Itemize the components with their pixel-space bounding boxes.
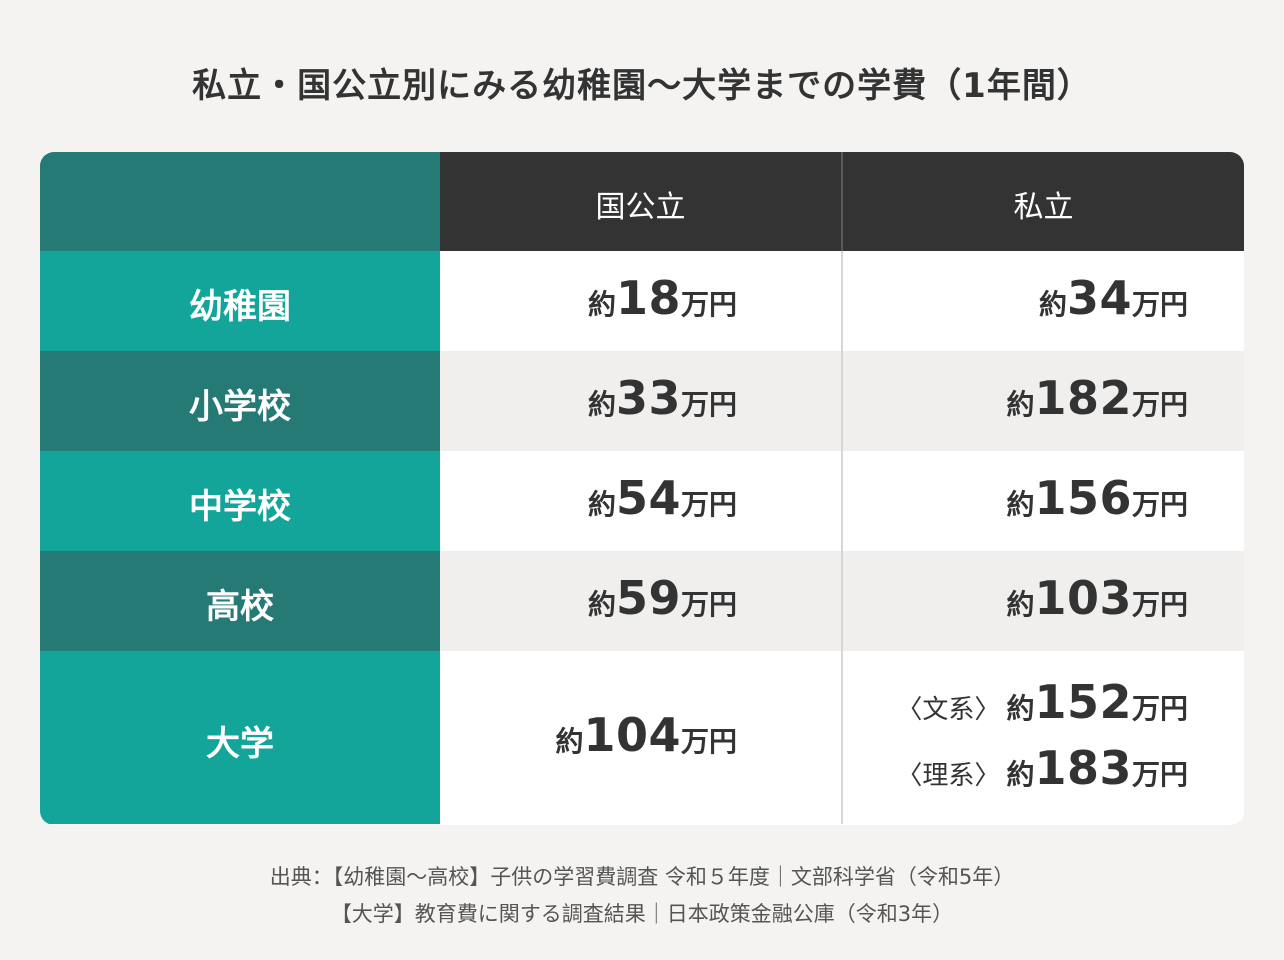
approx-prefix: 約 <box>587 388 616 421</box>
row-label-cell: 大学 <box>40 651 440 824</box>
header-national-public: 国公立 <box>440 152 841 251</box>
approx-prefix: 約 <box>1006 692 1035 725</box>
value-number: 182 <box>1034 371 1132 425</box>
value-number: 59 <box>615 571 681 625</box>
unit-label: 万円 <box>1131 288 1188 321</box>
source-line-2: 【大学】教育費に関する調査結果｜日本政策金融公庫（令和3年） <box>330 902 954 926</box>
value-number: 152 <box>1034 675 1132 729</box>
value-number: 33 <box>615 371 681 425</box>
unit-label: 万円 <box>1131 488 1188 521</box>
table-row: 幼稚園 約18万円 約34万円 <box>40 251 1244 351</box>
unit-label: 万円 <box>1131 388 1188 421</box>
value-number: 34 <box>1066 271 1132 325</box>
national-public-cell: 約104万円 <box>440 651 841 824</box>
source-line-1: 出典：【幼稚園〜高校】子供の学習費調査 令和５年度｜文部科学省（令和5年） <box>269 865 1015 889</box>
chart-title: 私立・国公立別にみる幼稚園〜大学までの学費（1年間） <box>192 66 1092 106</box>
unit-label: 万円 <box>680 488 737 521</box>
private-value: 〈理系〉 約183万円 <box>896 741 1188 795</box>
national-public-value: 約54万円 <box>588 471 737 525</box>
private-value: 約156万円 <box>1006 471 1188 525</box>
approx-prefix: 約 <box>1006 388 1035 421</box>
national-public-cell: 約18万円 <box>440 251 841 351</box>
unit-label: 万円 <box>680 588 737 621</box>
unit-label: 万円 <box>680 388 737 421</box>
value-number: 18 <box>615 271 681 325</box>
national-public-value: 約59万円 <box>588 571 737 625</box>
row-label-cell: 中学校 <box>40 451 440 551</box>
national-public-value: 約33万円 <box>588 371 737 425</box>
national-public-value: 約18万円 <box>588 271 737 325</box>
column-label-national-public: 国公立 <box>595 190 686 225</box>
approx-prefix: 約 <box>1006 488 1035 521</box>
table-row: 小学校 約33万円 約182万円 <box>40 351 1244 451</box>
note-label: 〈理系〉 <box>896 761 1001 791</box>
approx-prefix: 約 <box>1006 758 1035 791</box>
unit-label: 万円 <box>680 724 737 758</box>
column-label-private: 私立 <box>1013 190 1074 225</box>
value-number: 103 <box>1034 571 1132 625</box>
row-label-cell: 幼稚園 <box>40 251 440 351</box>
national-public-cell: 約59万円 <box>440 551 841 651</box>
unit-label: 万円 <box>1131 758 1188 791</box>
row-label: 高校 <box>206 587 274 627</box>
private-value: 約34万円 <box>1039 271 1188 325</box>
private-value: 約103万円 <box>1006 571 1188 625</box>
header-corner-cell <box>40 152 440 251</box>
approx-prefix: 約 <box>587 288 616 321</box>
unit-label: 万円 <box>1131 692 1188 725</box>
row-label-cell: 高校 <box>40 551 440 651</box>
approx-prefix: 約 <box>1038 288 1067 321</box>
approx-prefix: 約 <box>555 724 584 758</box>
private-cell: 約103万円 <box>841 551 1244 651</box>
table-row: 大学 約104万円 〈文系〉 約152万円 〈理系〉 約183万円 <box>40 651 1244 824</box>
table-row: 高校 約59万円 約103万円 <box>40 551 1244 651</box>
table-header-row: 国公立 私立 <box>40 152 1244 251</box>
private-value: 約182万円 <box>1006 371 1188 425</box>
private-cell: 約34万円 <box>841 251 1244 351</box>
national-public-cell: 約33万円 <box>440 351 841 451</box>
value-number: 104 <box>583 707 681 762</box>
approx-prefix: 約 <box>1006 588 1035 621</box>
private-value: 〈文系〉 約152万円 <box>896 675 1188 729</box>
unit-label: 万円 <box>680 288 737 321</box>
row-label: 幼稚園 <box>189 287 291 327</box>
row-label: 小学校 <box>189 387 291 427</box>
private-cell: 約156万円 <box>841 451 1244 551</box>
row-label: 大学 <box>206 723 274 764</box>
header-private: 私立 <box>841 152 1244 251</box>
value-number: 156 <box>1034 471 1132 525</box>
national-public-value: 約104万円 <box>555 708 737 762</box>
note-label: 〈文系〉 <box>896 695 1001 725</box>
tuition-table: 国公立 私立 幼稚園 約18万円 約34万円 小学校 約33万円 約182万円 中学校 約54… <box>40 152 1244 825</box>
row-label: 中学校 <box>189 487 291 527</box>
national-public-cell: 約54万円 <box>440 451 841 551</box>
unit-label: 万円 <box>1131 588 1188 621</box>
value-number: 183 <box>1034 741 1132 795</box>
private-cell: 〈文系〉 約152万円 〈理系〉 約183万円 <box>841 651 1244 824</box>
row-label-cell: 小学校 <box>40 351 440 451</box>
table-row: 中学校 約54万円 約156万円 <box>40 451 1244 551</box>
approx-prefix: 約 <box>587 588 616 621</box>
approx-prefix: 約 <box>587 488 616 521</box>
value-number: 54 <box>615 471 681 525</box>
private-cell: 約182万円 <box>841 351 1244 451</box>
